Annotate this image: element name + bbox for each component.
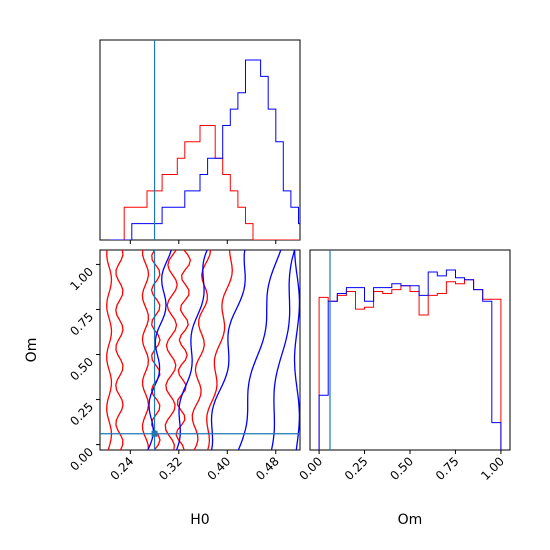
scatter-h0-om-panel [99,249,301,451]
x-tick-label-om: 0.25 [342,454,371,483]
y-tick-label-om: 0.75 [67,310,96,339]
y-tick-label-om: 1.00 [67,265,96,294]
x-axis-label-h0: H0 [190,512,209,528]
x-tick-label-om: 0.50 [387,454,416,483]
contour-red [164,250,178,450]
contour-red [106,250,113,450]
hist-om-series [318,269,502,450]
y-tick-label-om: 0.50 [67,355,96,384]
contour-blue [270,250,296,450]
contour-red [141,250,150,450]
contour-blue [147,250,172,450]
hist-h0-series [109,59,300,240]
hist-om-panel [309,249,511,451]
contour-blue [293,250,300,450]
hist-h0-panel [99,39,301,241]
hist-h0-series [109,125,300,240]
contour-blue [175,250,208,450]
contour-red [206,250,233,450]
x-tick-label-h0: 0.48 [253,454,282,483]
x-tick-label-om: 0.75 [433,454,462,483]
hist-om-series [318,279,502,450]
x-tick-label-om: 0.00 [296,454,325,483]
x-tick-label-h0: 0.24 [108,454,137,483]
y-tick-label-om: 0.00 [67,445,96,474]
contour-red [115,250,124,450]
contour-blue [210,250,246,450]
x-tick-label-h0: 0.32 [156,454,185,483]
contour-blue [237,250,282,450]
contour-red [175,250,192,450]
x-tick-label-h0: 0.40 [205,454,234,483]
contour-red [191,250,212,450]
truth-marker [151,430,158,437]
y-tick-label-om: 0.25 [67,400,96,429]
x-axis-label-om: Om [398,512,423,528]
y-axis-label-om: Om [24,338,40,363]
x-tick-label-om: 1.00 [478,454,507,483]
